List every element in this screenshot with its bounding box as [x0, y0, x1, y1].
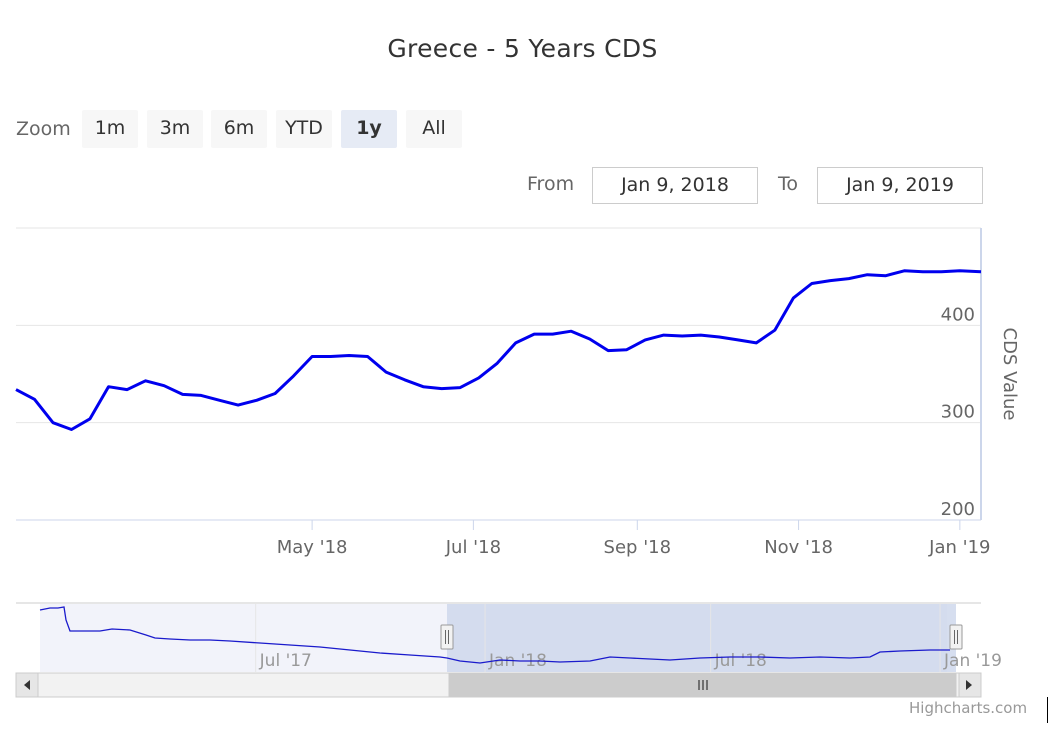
- y-axis-ticks: 200 300 400: [941, 304, 975, 520]
- x-tick-label: Jul '18: [445, 537, 501, 558]
- scrollbar-left-arrow[interactable]: [15, 672, 39, 698]
- zoom-all-button[interactable]: All: [406, 110, 462, 148]
- from-date-input[interactable]: Jan 9, 2018: [592, 167, 758, 204]
- zoom-label: Zoom: [16, 118, 71, 140]
- x-tick-label: Sep '18: [604, 537, 672, 558]
- x-axis-ticks: May '18 Jul '18 Sep '18 Nov '18 Jan '19: [277, 520, 991, 558]
- zoom-ytd-button[interactable]: YTD: [276, 110, 332, 148]
- navigator-x-label: Jul '18: [714, 651, 767, 671]
- y-tick-label: 200: [941, 499, 975, 520]
- arrow-left-icon: [24, 680, 30, 690]
- zoom-3m-button[interactable]: 3m: [147, 110, 203, 148]
- navigator-series-line: [39, 606, 950, 664]
- navigator-x-label: Jul '17: [259, 651, 312, 671]
- x-tick-label: May '18: [277, 537, 348, 558]
- zoom-1y-button[interactable]: 1y: [341, 110, 397, 148]
- text-cursor: [1047, 697, 1048, 723]
- navigator-x-label: Jan '19: [943, 651, 1002, 671]
- x-tick-label: Jan '19: [928, 537, 990, 558]
- navigator[interactable]: Jul '17 Jan '18 Jul '18 Jan '19: [16, 602, 1002, 672]
- y-axis-title: CDS Value: [999, 327, 1020, 420]
- navigator-left-handle[interactable]: [440, 624, 454, 650]
- x-tick-label: Nov '18: [764, 537, 833, 558]
- zoom-1m-button[interactable]: 1m: [82, 110, 138, 148]
- scrollbar[interactable]: [15, 672, 982, 698]
- zoom-6m-button[interactable]: 6m: [211, 110, 267, 148]
- y-tick-label: 400: [941, 304, 975, 325]
- grid-lines: [16, 227, 981, 424]
- navigator-right-handle[interactable]: [949, 624, 963, 650]
- to-date-input[interactable]: Jan 9, 2019: [817, 167, 983, 204]
- navigator-x-ticks: Jul '17 Jan '18 Jul '18 Jan '19: [255, 604, 1002, 672]
- chart-title: Greece - 5 Years CDS: [387, 34, 658, 63]
- cds-series-line[interactable]: [15, 269, 982, 431]
- scrollbar-right-arrow[interactable]: [958, 672, 982, 698]
- from-label: From: [527, 173, 575, 195]
- to-label: To: [778, 173, 799, 195]
- y-tick-label: 300: [941, 402, 975, 423]
- credits-link[interactable]: Highcharts.com: [909, 699, 1028, 717]
- arrow-right-icon: [966, 680, 972, 690]
